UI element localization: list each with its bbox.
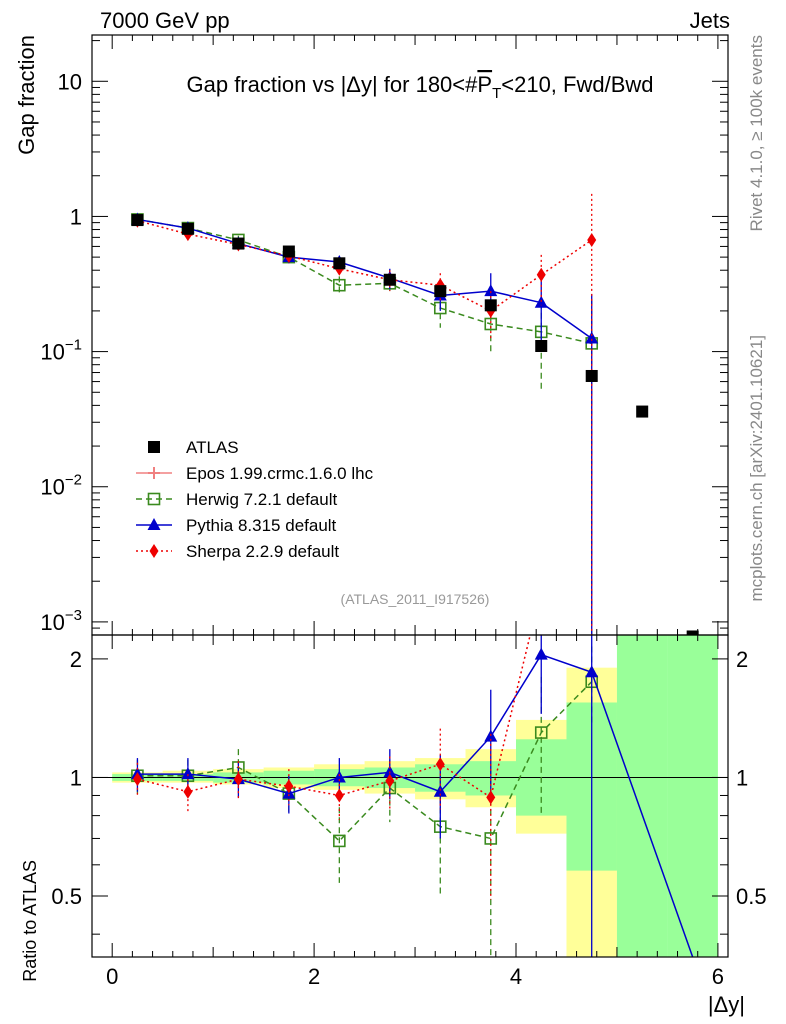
ratio-point bbox=[181, 767, 195, 780]
legend-marker bbox=[148, 467, 160, 479]
ratio-point bbox=[334, 788, 344, 803]
y-tick-label-top: 10−2 bbox=[40, 472, 82, 500]
ratio-point bbox=[183, 784, 193, 799]
x-axis-title: |Δy| bbox=[708, 992, 745, 1017]
y-axis-title-top: Gap fraction bbox=[14, 35, 39, 155]
y-tick-label-bottom-right: 0.5 bbox=[736, 884, 767, 909]
atlas-data-point bbox=[636, 405, 649, 418]
x-tick-label: 4 bbox=[510, 964, 522, 989]
atlas-data-point bbox=[131, 214, 144, 227]
y-tick-label-top: 1 bbox=[70, 204, 82, 229]
ratio-point bbox=[383, 765, 397, 778]
atlas-data-point bbox=[434, 285, 447, 298]
x-tick-label: 2 bbox=[308, 964, 320, 989]
y-tick-label-top: 10−3 bbox=[40, 607, 82, 635]
data-point bbox=[484, 317, 498, 331]
y-tick-label-bottom-left: 2 bbox=[70, 647, 82, 672]
y-tick-label-top: 10 bbox=[58, 69, 82, 94]
data-point bbox=[587, 232, 597, 247]
mcplots-label: mcplots.cern.ch [arXiv:2401.10621] bbox=[747, 335, 766, 601]
y-tick-label-bottom-right: 1 bbox=[736, 765, 748, 790]
legend-label: Epos 1.99.crmc.1.6.0 lhc bbox=[186, 464, 374, 483]
ratio-point bbox=[233, 772, 243, 787]
x-tick-label: 6 bbox=[712, 964, 724, 989]
data-point bbox=[333, 278, 346, 292]
ratio-point bbox=[486, 790, 496, 805]
analysis-label: (ATLAS_2011_I917526) bbox=[341, 591, 490, 607]
series-line bbox=[137, 218, 593, 340]
ratio-point bbox=[534, 726, 548, 739]
legend-marker bbox=[149, 544, 159, 558]
atlas-data-point bbox=[686, 630, 699, 635]
green-band-bin bbox=[616, 635, 668, 957]
legend-label: ATLAS bbox=[186, 438, 239, 457]
header-jets-label: Jets bbox=[690, 8, 730, 33]
ratio-series-line bbox=[137, 681, 593, 842]
ratio-point bbox=[284, 779, 294, 794]
legend: ATLAS Epos 1.99.crmc.1.6.0 lhc Herwig 7.2.… bbox=[136, 438, 374, 561]
ratio-point bbox=[435, 757, 445, 772]
legend-label: Sherpa 2.2.9 default bbox=[186, 542, 339, 561]
y-tick-label-bottom-left: 0.5 bbox=[51, 884, 82, 909]
y-axis-title-bottom: Ratio to ATLAS bbox=[20, 860, 40, 982]
legend-marker bbox=[147, 492, 161, 506]
legend-marker bbox=[147, 518, 161, 530]
ratio-point bbox=[534, 647, 548, 660]
atlas-data-point bbox=[181, 222, 194, 235]
atlas-data-point bbox=[535, 339, 548, 352]
top-panel-data bbox=[130, 193, 699, 635]
atlas-data-point bbox=[232, 237, 245, 250]
atlas-data-point bbox=[585, 369, 598, 382]
ratio-point bbox=[585, 665, 599, 678]
ratio-point bbox=[333, 834, 346, 848]
ratio-point bbox=[385, 773, 395, 788]
ratio-point bbox=[332, 770, 346, 783]
chart-title: Gap fraction vs |Δy| for 180<#PT<210, Fw… bbox=[187, 72, 654, 102]
ratio-panel-frame bbox=[91, 634, 729, 958]
legend-label: Herwig 7.2.1 default bbox=[186, 490, 337, 509]
ratio-panel-data bbox=[130, 635, 694, 957]
legend-marker bbox=[148, 441, 160, 453]
axes: 0 2 4 6 10 1 10−1 10−2 10−3 2 2 1 1 0.5 0.5 bbox=[40, 34, 767, 989]
legend-label: Pythia 8.315 default bbox=[186, 516, 337, 535]
x-tick-label: 0 bbox=[106, 964, 118, 989]
data-point bbox=[484, 284, 498, 297]
y-tick-label-bottom-left: 1 bbox=[70, 765, 82, 790]
green-band-bin bbox=[667, 635, 718, 957]
data-point bbox=[585, 331, 599, 344]
header-energy-label: 7000 GeV pp bbox=[100, 8, 230, 33]
y-tick-label-top: 10−1 bbox=[40, 337, 82, 365]
y-tick-label-bottom-right: 2 bbox=[736, 647, 748, 672]
atlas-data-point bbox=[282, 245, 295, 258]
ratio-point bbox=[433, 784, 447, 797]
data-point bbox=[536, 267, 546, 282]
ratio-point bbox=[132, 772, 142, 787]
atlas-data-point bbox=[333, 257, 346, 270]
rivet-version-label: Rivet 4.1.0, ≥ 100k events bbox=[747, 35, 766, 231]
atlas-data-point bbox=[484, 299, 497, 312]
atlas-data-point bbox=[383, 273, 396, 286]
